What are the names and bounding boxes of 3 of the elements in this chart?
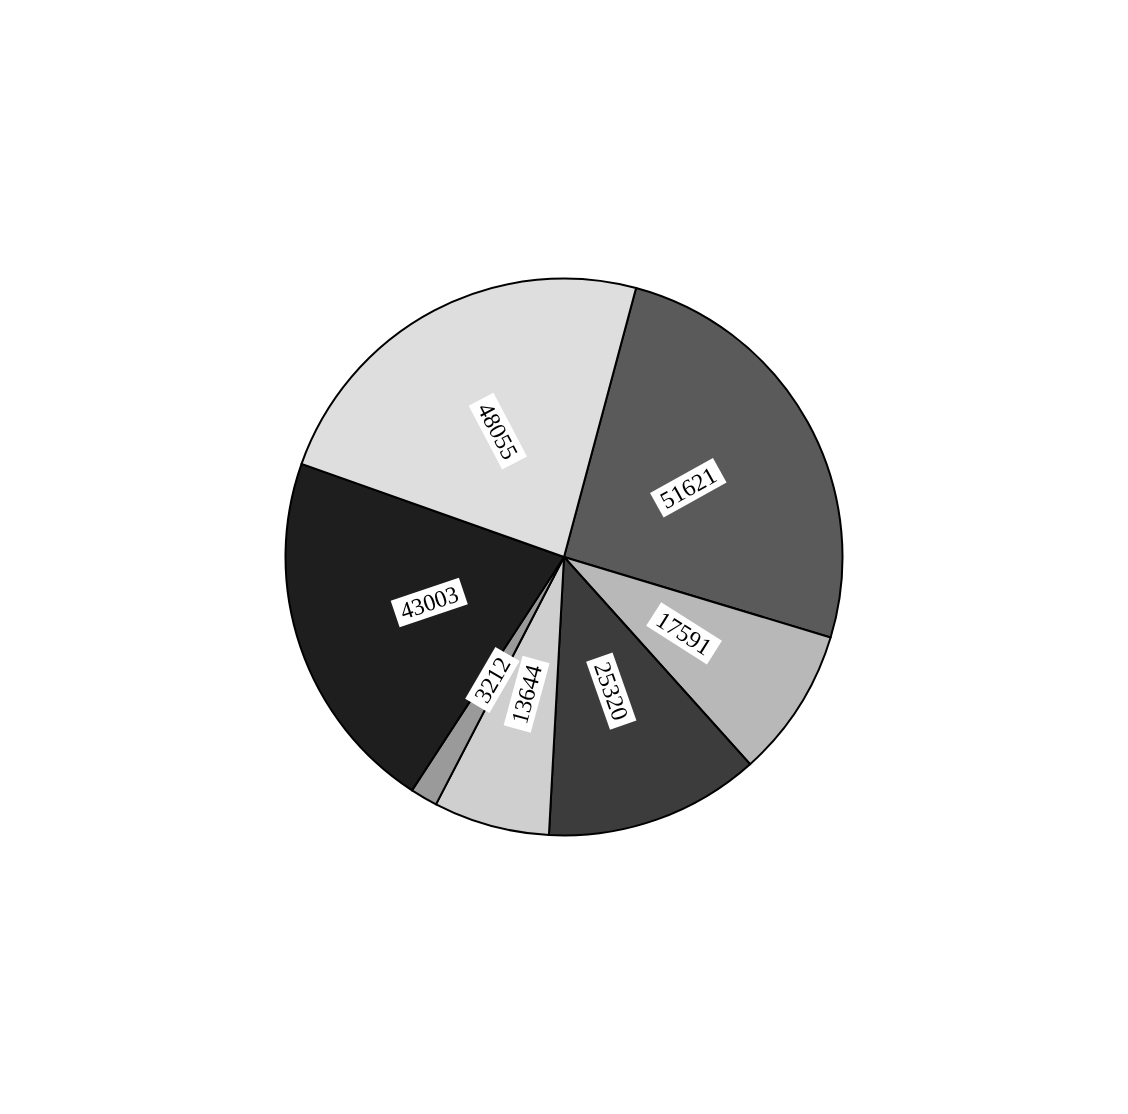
data-label: 43003: [396, 580, 462, 625]
data-label: 48055: [472, 398, 524, 464]
data-label: 25320: [589, 658, 634, 724]
